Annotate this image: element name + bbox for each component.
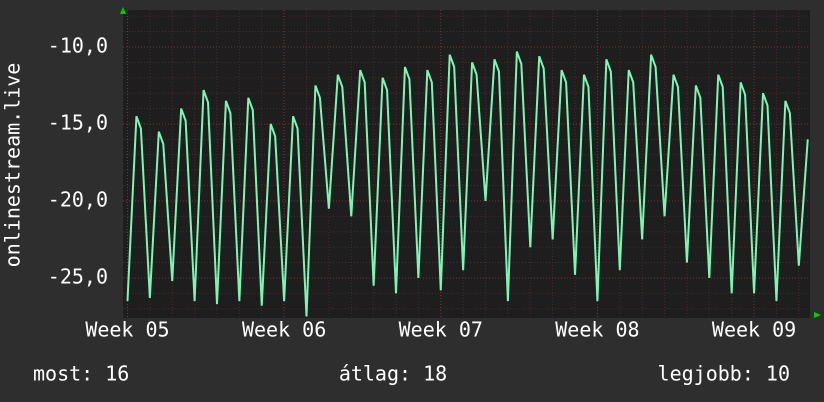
x-tick-label: Week 05 <box>85 318 169 342</box>
x-axis-arrow <box>814 312 821 318</box>
y-tick-label: -10,0 <box>48 33 108 57</box>
stat-current: most: 16 <box>33 362 129 386</box>
x-tick-label: Week 06 <box>242 318 326 342</box>
plot-area <box>123 10 810 318</box>
y-tick-label: -20,0 <box>48 187 108 211</box>
data-line <box>126 51 809 317</box>
y-tick-label: -25,0 <box>48 264 108 288</box>
y-tick-label: -15,0 <box>48 110 108 134</box>
y-axis-arrow <box>120 7 126 14</box>
x-tick-label: Week 09 <box>712 318 796 342</box>
stat-best: legjobb: 10 <box>658 362 790 386</box>
y-axis-label: onlinestream.live <box>1 63 25 268</box>
x-tick-label: Week 08 <box>555 318 639 342</box>
x-tick-label: Week 07 <box>399 318 483 342</box>
stat-average: átlag: 18 <box>339 362 447 386</box>
